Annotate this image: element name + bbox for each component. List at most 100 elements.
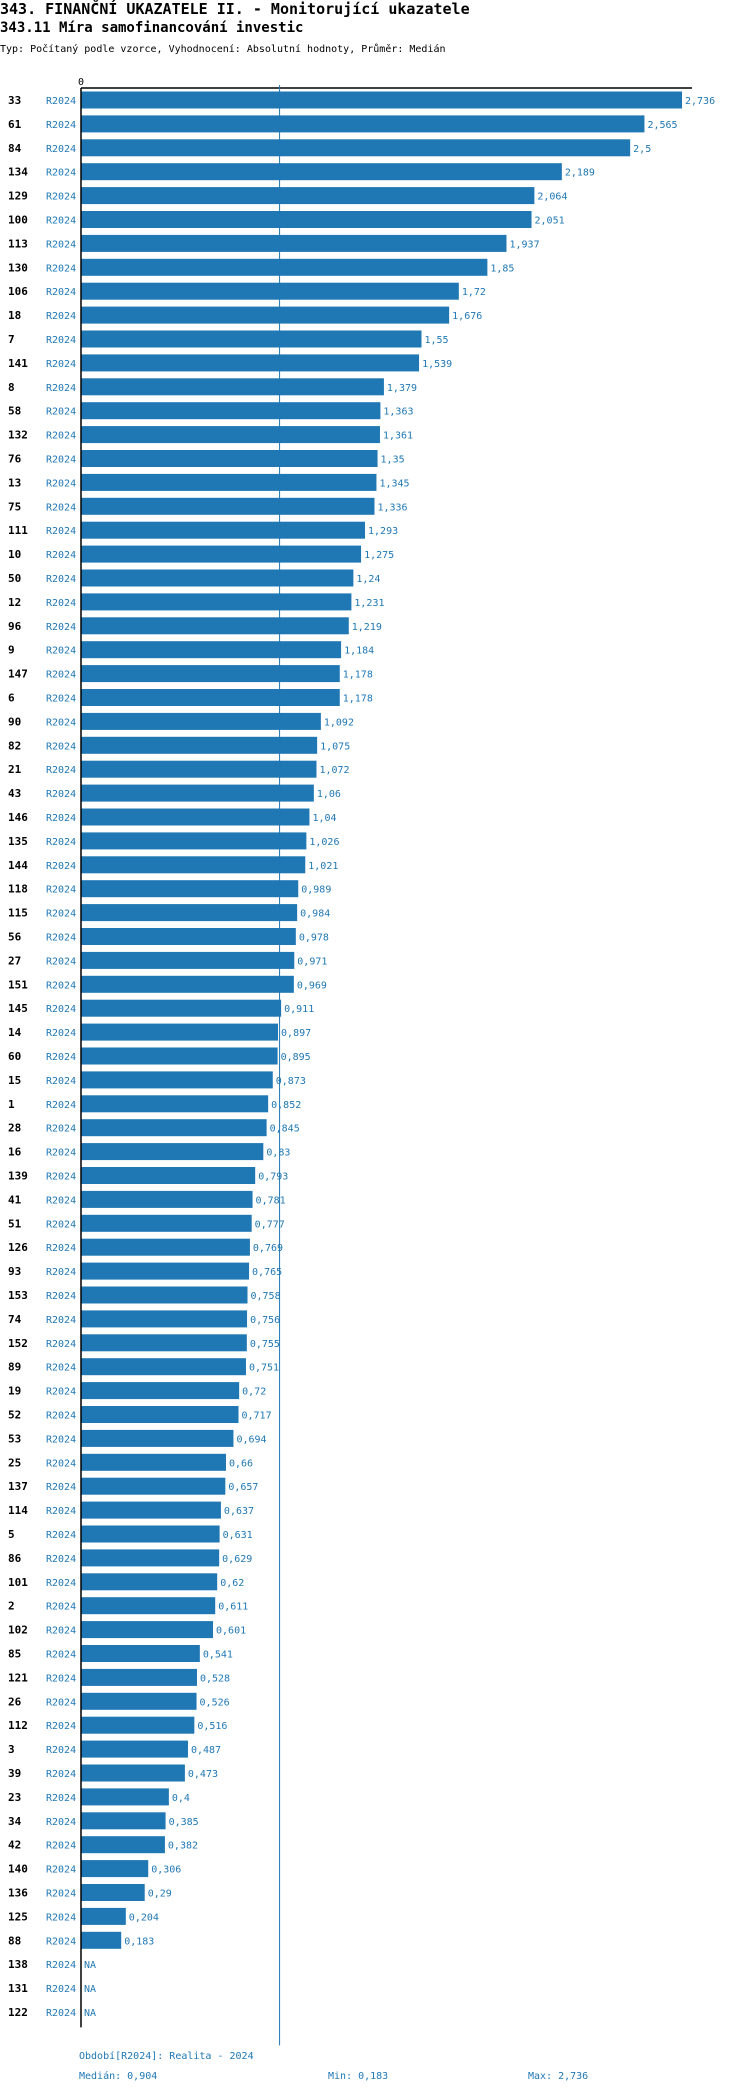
data-label: 0,541 (203, 1650, 233, 1661)
category-label: 100 (8, 214, 28, 227)
period-label: R2024 (46, 335, 76, 346)
data-label: NA (84, 1984, 96, 1995)
period-label: R2024 (46, 192, 76, 203)
category-label: 125 (8, 1910, 28, 1923)
category-label: 10 (8, 548, 21, 561)
data-label: 1,092 (324, 717, 354, 728)
category-label: 85 (8, 1648, 21, 1661)
bar (81, 282, 459, 300)
data-label: 0,4 (172, 1793, 190, 1804)
bar (81, 1119, 267, 1137)
category-label: 90 (8, 715, 21, 728)
category-label: 144 (8, 859, 28, 872)
period-label: R2024 (46, 1124, 76, 1135)
period-label: R2024 (46, 1291, 76, 1302)
category-label: 146 (8, 811, 28, 824)
data-label: 0,694 (236, 1434, 266, 1445)
bar (81, 1143, 264, 1161)
category-label: 86 (8, 1552, 22, 1565)
bar (81, 784, 314, 802)
data-label: 0,526 (200, 1697, 230, 1708)
period-label: R2024 (46, 287, 76, 298)
period-label: R2024 (46, 216, 76, 227)
data-label: 0,631 (223, 1530, 253, 1541)
category-label: 152 (8, 1337, 28, 1350)
data-label: 1,379 (387, 383, 417, 394)
bar (81, 1645, 200, 1662)
data-label: 1,178 (343, 670, 373, 681)
bar (81, 999, 282, 1017)
bar (81, 712, 321, 730)
period-label: R2024 (46, 1841, 76, 1852)
period-label: R2024 (46, 383, 76, 394)
category-label: 93 (8, 1265, 21, 1278)
bar (81, 928, 296, 945)
period-label: R2024 (46, 1554, 76, 1565)
category-label: 118 (8, 883, 28, 896)
category-label: 9 (8, 644, 15, 657)
footer-period: Období[R2024]: Realita - 2024 (79, 2051, 254, 2062)
data-label: 1,219 (352, 622, 382, 633)
data-label: 2,064 (537, 192, 567, 203)
data-label: 0,755 (250, 1339, 280, 1350)
bar (81, 1692, 197, 1710)
bar (81, 378, 384, 396)
data-label: NA (84, 2008, 96, 2019)
category-label: 75 (8, 500, 21, 513)
period-label: R2024 (46, 1076, 76, 1087)
period-label: R2024 (46, 670, 76, 681)
category-label: 5 (8, 1528, 15, 1541)
bar (81, 1668, 197, 1686)
period-label: R2024 (46, 1793, 76, 1804)
data-label: 0,845 (270, 1124, 300, 1135)
bar (81, 641, 342, 659)
bar (81, 1836, 165, 1854)
bar (81, 880, 299, 898)
data-label: 0,873 (276, 1076, 306, 1087)
category-label: 89 (8, 1361, 21, 1374)
data-label: 0,306 (151, 1865, 181, 1876)
period-label: R2024 (46, 1195, 76, 1206)
data-label: 1,06 (317, 789, 341, 800)
period-label: R2024 (46, 574, 76, 585)
bar (81, 1167, 256, 1184)
category-label: 3 (8, 1743, 15, 1756)
period-label: R2024 (46, 431, 76, 442)
category-label: 101 (8, 1576, 28, 1589)
category-label: 16 (8, 1146, 22, 1159)
category-label: 147 (8, 668, 28, 681)
period-label: R2024 (46, 550, 76, 561)
category-label: 50 (8, 572, 21, 585)
bar (81, 1023, 279, 1041)
category-label: 113 (8, 237, 28, 250)
period-label: R2024 (46, 1936, 76, 1947)
bar (81, 1310, 248, 1328)
category-label: 2 (8, 1600, 15, 1613)
period-label: R2024 (46, 1530, 76, 1541)
bar (81, 736, 318, 754)
data-label: 1,72 (462, 287, 486, 298)
bar (81, 1286, 248, 1304)
category-label: 21 (8, 763, 22, 776)
period-label: R2024 (46, 885, 76, 896)
period-label: R2024 (46, 789, 76, 800)
category-label: 102 (8, 1624, 28, 1637)
data-label: 1,35 (381, 455, 405, 466)
category-label: 138 (8, 1958, 28, 1971)
period-label: R2024 (46, 1769, 76, 1780)
period-label: R2024 (46, 1817, 76, 1828)
bar (81, 975, 294, 993)
category-label: 25 (8, 1456, 21, 1469)
bar (81, 1764, 185, 1782)
bar (81, 497, 375, 515)
data-label: 1,676 (452, 311, 482, 322)
data-label: 0,83 (266, 1148, 290, 1159)
data-label: 0,72 (242, 1387, 266, 1398)
bar (81, 1931, 122, 1949)
period-label: R2024 (46, 359, 76, 370)
period-label: R2024 (46, 1745, 76, 1756)
data-label: 0,897 (281, 1028, 311, 1039)
period-label: R2024 (46, 311, 76, 322)
category-label: 19 (8, 1385, 21, 1398)
data-label: 0,62 (220, 1578, 244, 1589)
